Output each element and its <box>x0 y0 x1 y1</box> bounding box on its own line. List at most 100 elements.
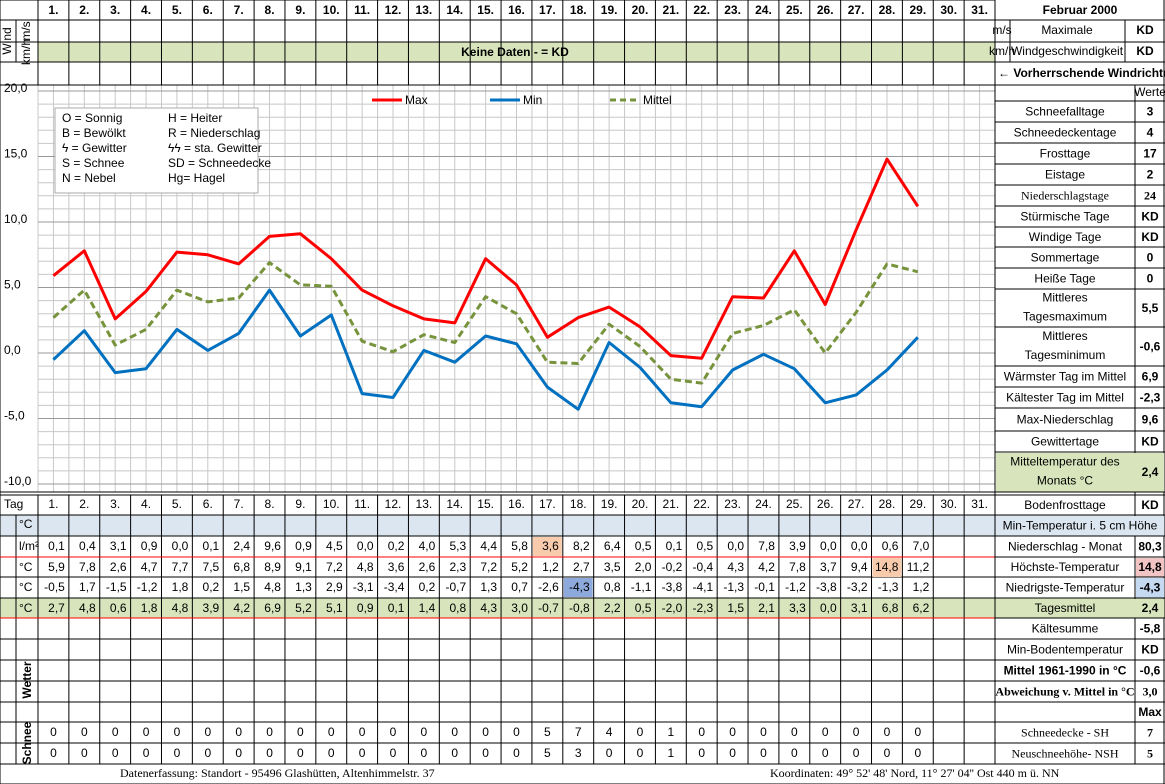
day-label: 1. <box>48 497 58 511</box>
day-label: 8. <box>265 497 275 511</box>
temp-cell: 2,3 <box>450 560 467 574</box>
unit-label: °C <box>19 601 33 615</box>
day-label: 17. <box>539 497 556 511</box>
stat-value: 3,0 <box>1143 684 1158 698</box>
precip-cell: 0,1 <box>203 539 220 553</box>
temp-cell: 7,8 <box>79 560 96 574</box>
y-tick-label: 20,0 <box>4 81 28 95</box>
snow-cell: 0 <box>791 725 798 739</box>
temp-cell: 1,7 <box>79 580 96 594</box>
temp-cell: 0,1 <box>388 601 405 615</box>
precip-cell: 0,0 <box>851 539 868 553</box>
weather-key-item: H = Heiter <box>168 111 222 125</box>
stat-label-line: Mittleres <box>1042 291 1087 305</box>
stat-label: Neuschneehöhe- NSH <box>1012 746 1119 760</box>
stat-value: 5 <box>1147 746 1153 760</box>
snow-cell: 1 <box>668 725 675 739</box>
snow-cell: 0 <box>513 746 520 760</box>
max-wind-label: Windgeschwindigkeit <box>1011 44 1124 58</box>
stat-label-line: Mitteltemperatur des <box>1010 455 1119 469</box>
weather-key-item: N = Nebel <box>62 171 116 185</box>
temp-cell: 5,1 <box>326 601 343 615</box>
stat-value: KD <box>1141 210 1159 224</box>
day-header: 4. <box>141 3 151 17</box>
footer-location: Datenerfassung: Standort - 95496 Glashüt… <box>120 766 435 780</box>
temp-cell: -3,2 <box>847 580 868 594</box>
precip-cell: 0,5 <box>635 539 652 553</box>
temp-cell: 1,5 <box>727 601 744 615</box>
temp-cell: -0,1 <box>754 580 775 594</box>
temp-cell: -0,7 <box>446 580 467 594</box>
unit-label: °C <box>19 560 33 574</box>
temp-cell: -2,0 <box>662 601 683 615</box>
day-header: 29. <box>909 3 926 17</box>
temp-cell: 2,0 <box>635 560 652 574</box>
snow-cell: 3 <box>575 746 582 760</box>
snow-cell: 0 <box>637 746 644 760</box>
temp-cell: 2,9 <box>326 580 343 594</box>
day-header: 6. <box>203 3 213 17</box>
day-header: 18. <box>570 3 587 17</box>
unit-kmh: km/h <box>989 44 1015 58</box>
weather-label: Wetter <box>20 661 34 698</box>
day-header: 19. <box>601 3 618 17</box>
temp-cell: 6,9 <box>264 601 281 615</box>
weather-key-item: B = Bewölkt <box>62 126 126 140</box>
temp-cell: 7,5 <box>203 560 220 574</box>
day-label: 23. <box>724 497 741 511</box>
snow-cell: 0 <box>853 746 860 760</box>
y-tick-label: 10,0 <box>4 212 28 226</box>
legend-label: Max <box>405 93 428 107</box>
temp-cell: 2,6 <box>110 560 127 574</box>
stat-value: 4 <box>1147 126 1154 140</box>
stat-value: 5,5 <box>1142 301 1159 315</box>
weather-key-item: SD = Schneedecke <box>168 156 271 170</box>
temp-cell: 0,5 <box>635 601 652 615</box>
series-line <box>52 157 920 360</box>
snow-cell: 0 <box>698 746 705 760</box>
y-tick-label: 0,0 <box>4 343 21 357</box>
stat-label: Niederschlag - Monat <box>1008 540 1123 554</box>
temp-cell: -1,2 <box>137 580 158 594</box>
day-header: 28. <box>879 3 896 17</box>
y-tick-label: 15,0 <box>4 147 28 161</box>
temp-cell: 4,2 <box>233 601 250 615</box>
day-header: 14. <box>446 3 463 17</box>
snow-cell: 0 <box>451 725 458 739</box>
snow-cell: 0 <box>390 746 397 760</box>
stat-label: Kältester Tag im Mittel <box>1006 391 1124 405</box>
temp-cell: -1,3 <box>723 580 744 594</box>
precip-cell: 7,0 <box>913 539 930 553</box>
day-header: 27. <box>848 3 865 17</box>
temp-cell: 4,8 <box>357 560 374 574</box>
snow-cell: 0 <box>297 725 304 739</box>
temp-cell: -0,2 <box>662 560 683 574</box>
snow-cell: 0 <box>235 725 242 739</box>
stat-label: Stürmische Tage <box>1020 210 1109 224</box>
snow-cell: 0 <box>266 746 273 760</box>
weather-key-item: R = Niederschlag <box>168 126 260 140</box>
temp-cell: 1,3 <box>295 580 312 594</box>
precip-cell: 0,5 <box>696 539 713 553</box>
precip-cell: 0,9 <box>295 539 312 553</box>
temp-cell: 2,7 <box>48 601 65 615</box>
day-label: 7. <box>234 497 244 511</box>
day-label: 12. <box>385 497 402 511</box>
snow-cell: 0 <box>698 725 705 739</box>
snow-cell: 0 <box>729 746 736 760</box>
temp-cell: 6,8 <box>233 560 250 574</box>
snow-label: Schnee <box>20 721 34 764</box>
day-label: 11. <box>354 497 370 511</box>
day-header: 25. <box>786 3 803 17</box>
snow-cell: 0 <box>81 725 88 739</box>
precip-cell: 0,0 <box>172 539 189 553</box>
legend-label: Min <box>523 93 542 107</box>
day-label: 31. <box>971 497 988 511</box>
stat-label: Niedrigste-Temperatur <box>1006 581 1125 595</box>
stat-label: Niederschlagstage <box>1021 188 1109 202</box>
temp-cell: -1,2 <box>785 580 806 594</box>
day-header: 8. <box>265 3 275 17</box>
temp-cell: 2,7 <box>573 560 590 574</box>
precip-cell: 2,4 <box>233 539 250 553</box>
